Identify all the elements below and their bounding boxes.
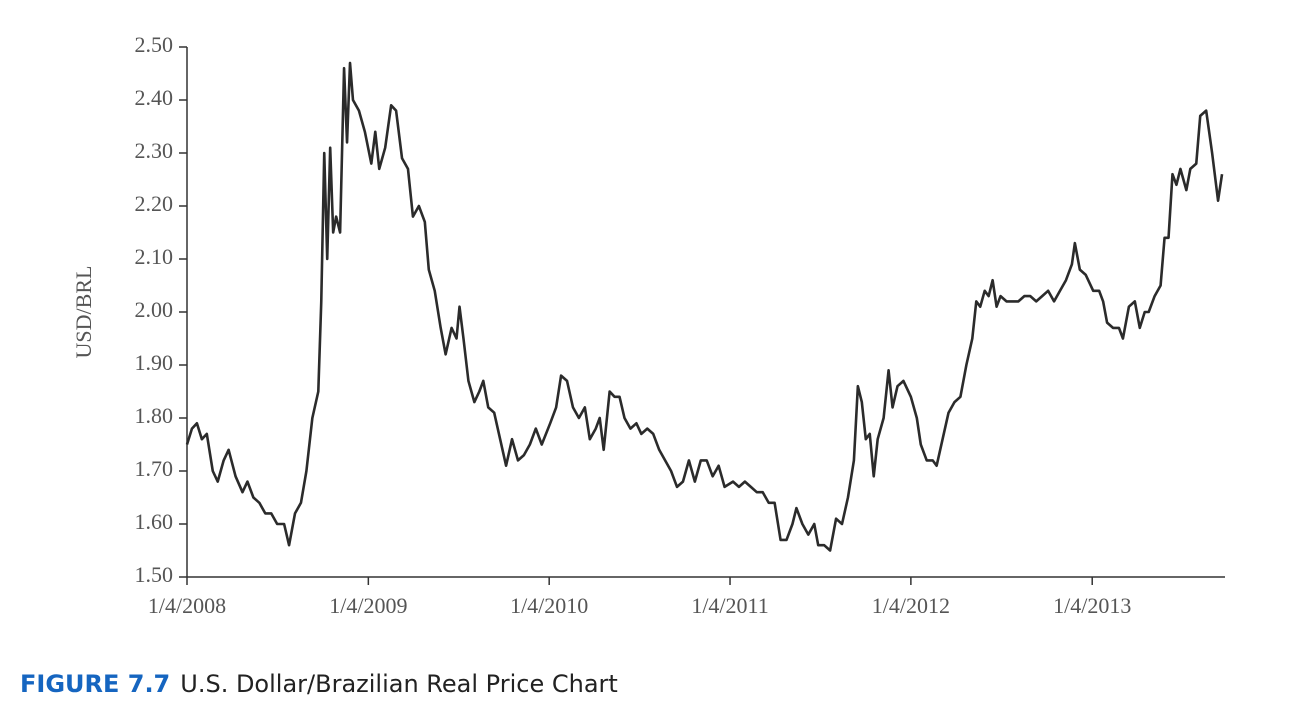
x-tick-label: 1/4/2013	[1053, 593, 1131, 618]
y-tick-label: 1.80	[135, 403, 174, 428]
y-tick-label: 2.20	[135, 191, 174, 216]
y-tick-label: 1.50	[135, 562, 174, 587]
x-tick-label: 1/4/2009	[329, 593, 407, 618]
figure-label: FIGURE 7.7	[20, 670, 170, 698]
caption: FIGURE 7.7 U.S. Dollar/Brazilian Real Pr…	[20, 670, 618, 698]
y-tick-label: 2.40	[135, 85, 174, 110]
x-tick-label: 1/4/2008	[148, 593, 226, 618]
price-line	[185, 61, 1224, 552]
x-tick-label: 1/4/2012	[872, 593, 950, 618]
y-tick-label: 1.60	[135, 509, 174, 534]
y-tick-label: 2.30	[135, 138, 174, 163]
caption-text: U.S. Dollar/Brazilian Real Price Chart	[180, 670, 618, 698]
y-axis-label: USD/BRL	[71, 266, 96, 359]
x-tick-label: 1/4/2010	[510, 593, 588, 618]
x-tick-label: 1/4/2011	[691, 593, 768, 618]
y-tick-label: 2.10	[135, 244, 174, 269]
y-tick-label: 1.70	[135, 456, 174, 481]
y-tick-label: 2.50	[135, 32, 174, 57]
y-tick-label: 2.00	[135, 297, 174, 322]
y-tick-label: 1.90	[135, 350, 174, 375]
